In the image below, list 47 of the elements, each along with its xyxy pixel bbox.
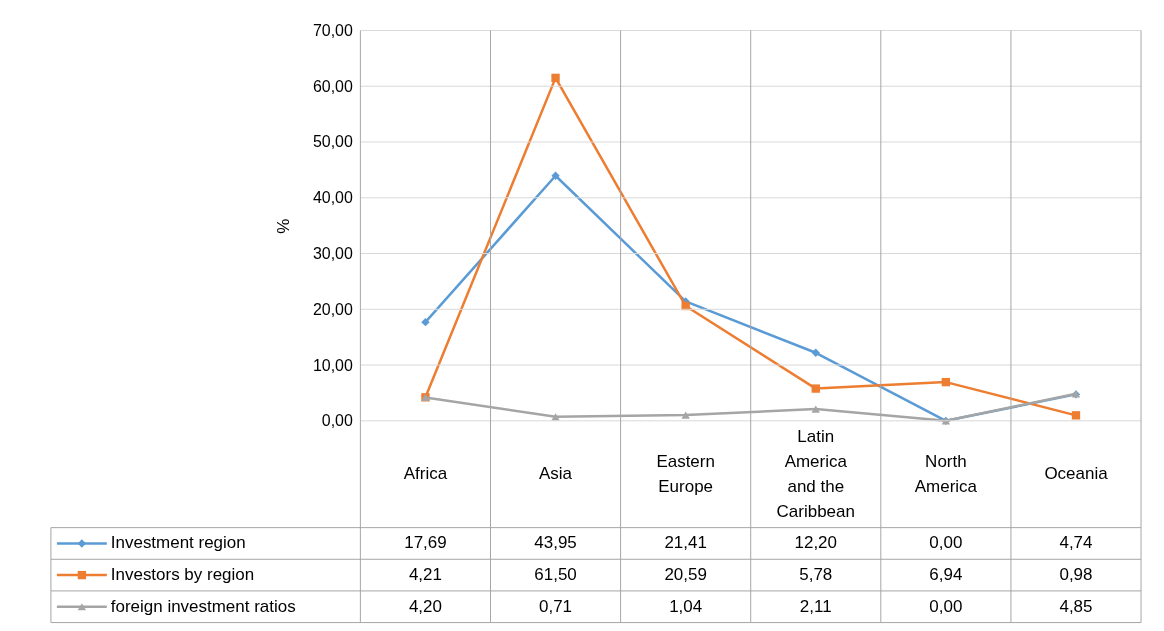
y-tick-label: 70,00 <box>312 21 353 39</box>
y-tick-label: 10,00 <box>312 356 353 374</box>
point <box>551 171 560 180</box>
point <box>811 405 820 413</box>
data-label: 5,78 <box>799 565 833 585</box>
data-label: 2,11 <box>799 596 832 616</box>
data-label: 4,20 <box>408 596 442 616</box>
x-tick-label: North America <box>914 451 978 496</box>
point <box>1071 411 1081 420</box>
point <box>681 301 690 311</box>
x-tick-label: Oceania <box>1044 464 1109 484</box>
point <box>681 411 690 419</box>
data-label: 4,85 <box>1059 596 1093 616</box>
data-label: 0,00 <box>929 533 963 553</box>
x-tick-label: Africa <box>403 464 448 484</box>
y-tick-label: 20,00 <box>312 300 353 318</box>
x-tick-label: Latin America and the Caribbean <box>776 426 855 521</box>
data-label: 1,04 <box>669 596 703 616</box>
y-tick-label: 30,00 <box>312 245 353 263</box>
point <box>421 317 430 327</box>
data-label: 0,71 <box>539 596 573 616</box>
x-tick-label: Eastern Europe <box>656 451 715 496</box>
y-tick-label: 40,00 <box>312 189 353 207</box>
point <box>811 348 820 357</box>
legend-label: Investment region <box>110 533 246 553</box>
legend-label: Investors by region <box>110 565 255 585</box>
data-label: 61,50 <box>534 565 577 585</box>
y-axis-title: % <box>273 218 293 234</box>
data-label: 20,59 <box>664 565 707 585</box>
data-label: 4,21 <box>408 565 442 585</box>
data-label: 43,95 <box>534 533 577 553</box>
x-tick-label: Asia <box>539 464 573 484</box>
y-tick-label: 0,00 <box>321 412 353 430</box>
y-tick-label: 50,00 <box>312 133 353 151</box>
point <box>551 413 560 421</box>
data-label: 0,00 <box>929 596 963 616</box>
data-label: 17,69 <box>404 533 447 553</box>
data-label: 0,98 <box>1059 565 1093 585</box>
y-tick-label: 60,00 <box>312 77 353 95</box>
data-label: 4,74 <box>1059 533 1093 553</box>
point <box>551 73 560 83</box>
data-label: 6,94 <box>929 565 963 585</box>
legend-label: foreign investment ratios <box>110 596 296 616</box>
point <box>941 377 951 387</box>
point <box>811 384 820 393</box>
data-label: 21,41 <box>664 533 707 553</box>
data-label: 12,20 <box>794 533 837 553</box>
